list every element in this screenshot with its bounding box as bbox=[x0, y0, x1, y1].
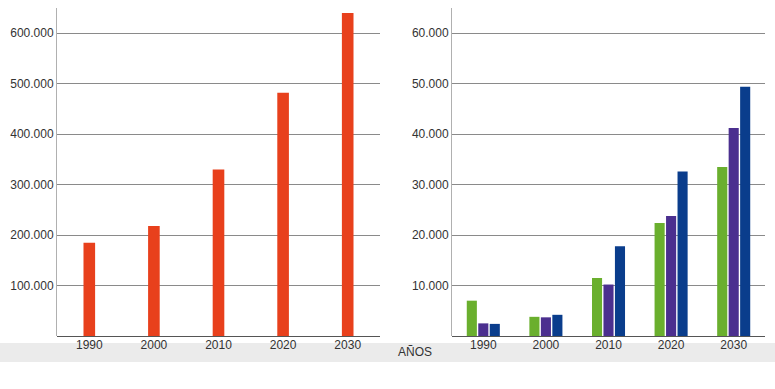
svg-text:30.000: 30.000 bbox=[412, 178, 449, 192]
svg-text:400.000: 400.000 bbox=[10, 127, 54, 141]
svg-text:50.000: 50.000 bbox=[412, 77, 449, 91]
svg-text:600.000: 600.000 bbox=[10, 26, 54, 40]
svg-text:AÑOS: AÑOS bbox=[398, 345, 432, 359]
svg-text:2010: 2010 bbox=[595, 338, 622, 352]
svg-text:300.000: 300.000 bbox=[10, 178, 54, 192]
svg-text:2020: 2020 bbox=[658, 338, 685, 352]
svg-text:60.000: 60.000 bbox=[412, 26, 449, 40]
svg-text:2030: 2030 bbox=[720, 338, 747, 352]
svg-text:10.000: 10.000 bbox=[412, 279, 449, 293]
svg-text:2030: 2030 bbox=[334, 338, 361, 352]
svg-text:100.000: 100.000 bbox=[10, 279, 54, 293]
svg-text:1990: 1990 bbox=[470, 338, 497, 352]
svg-text:2000: 2000 bbox=[141, 338, 168, 352]
svg-text:2010: 2010 bbox=[205, 338, 232, 352]
svg-text:500.000: 500.000 bbox=[10, 77, 54, 91]
svg-text:2020: 2020 bbox=[270, 338, 297, 352]
svg-text:200.000: 200.000 bbox=[10, 228, 54, 242]
svg-text:40.000: 40.000 bbox=[412, 127, 449, 141]
svg-text:20.000: 20.000 bbox=[412, 228, 449, 242]
svg-text:1990: 1990 bbox=[76, 338, 103, 352]
svg-text:2000: 2000 bbox=[533, 338, 560, 352]
